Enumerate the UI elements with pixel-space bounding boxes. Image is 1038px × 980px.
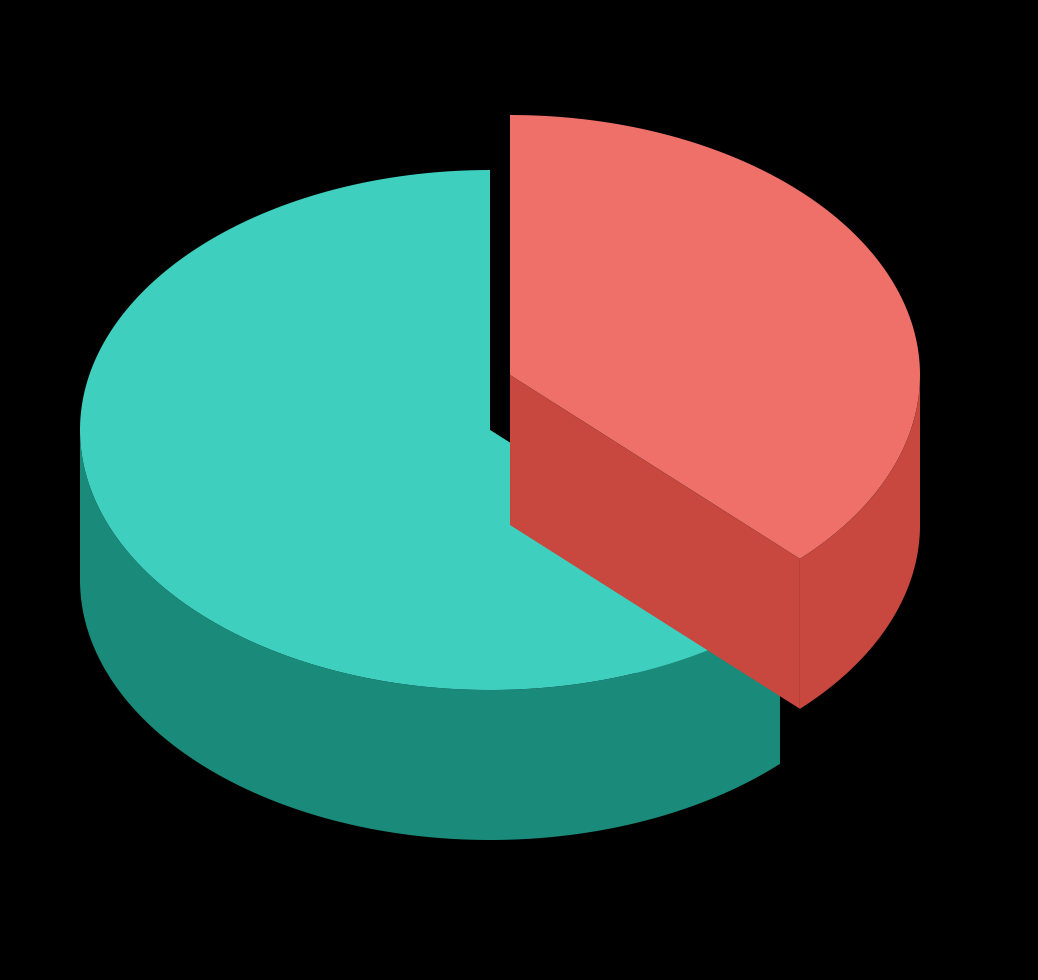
- Polygon shape: [510, 115, 920, 559]
- Polygon shape: [490, 430, 780, 763]
- Polygon shape: [80, 431, 780, 840]
- Polygon shape: [800, 375, 920, 709]
- Polygon shape: [510, 375, 800, 709]
- Polygon shape: [80, 170, 780, 690]
